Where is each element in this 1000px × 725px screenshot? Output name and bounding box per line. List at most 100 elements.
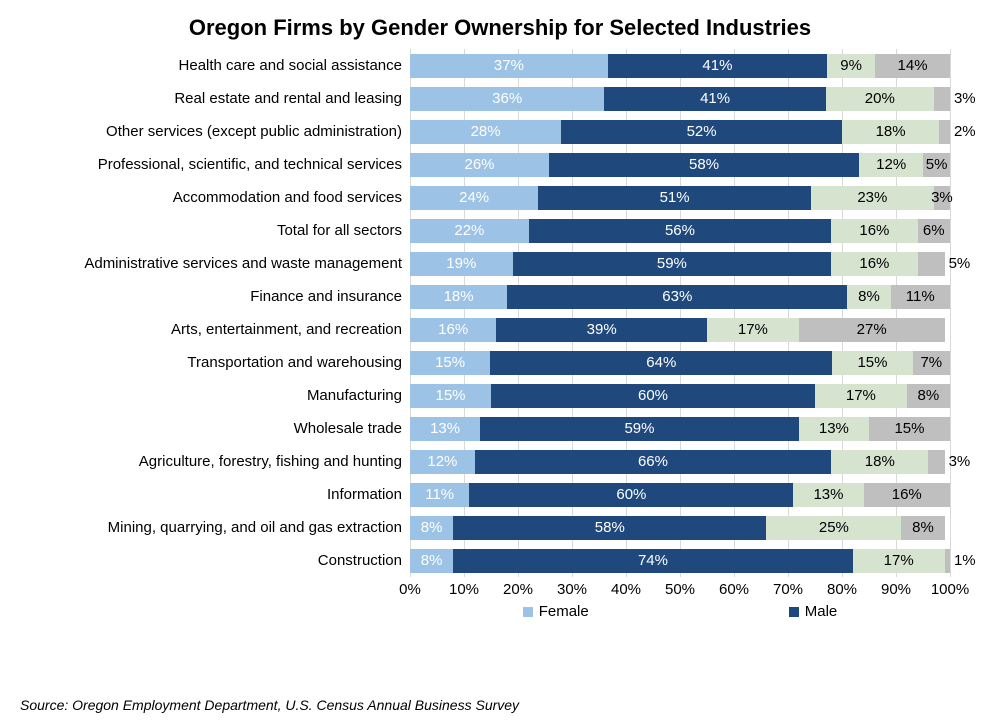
bar-segment-female: 8% [410, 516, 453, 540]
table-row: Administrative services and waste manage… [20, 247, 980, 280]
table-row: Mining, quarrying, and oil and gas extra… [20, 511, 980, 544]
bar-track: 22%56%16%6% [410, 219, 950, 243]
row-label: Wholesale trade [20, 420, 410, 437]
bar-segment-female: 18% [410, 285, 507, 309]
x-axis: 0%10%20%30%40%50%60%70%80%90%100% [410, 577, 950, 601]
bar-segment-female: 28% [410, 120, 561, 144]
row-label: Total for all sectors [20, 222, 410, 239]
row-label: Finance and insurance [20, 288, 410, 305]
bar-segment-male: 58% [453, 516, 766, 540]
bar-segment-other1: 17% [707, 318, 799, 342]
table-row: Manufacturing15%60%17%8% [20, 379, 980, 412]
bar-track: 15%64%15%7% [410, 351, 950, 375]
bar-segment-female: 13% [410, 417, 480, 441]
bar-track: 15%60%17%8% [410, 384, 950, 408]
bar-track: 36%41%20%3% [410, 87, 950, 111]
bar-segment-male: 41% [604, 87, 825, 111]
table-row: Accommodation and food services24%51%23%… [20, 181, 980, 214]
table-row: Finance and insurance18%63%8%11% [20, 280, 980, 313]
row-label: Administrative services and waste manage… [20, 255, 410, 272]
bar-segment-other2: 6% [918, 219, 950, 243]
axis-tick: 50% [665, 581, 695, 598]
bar-segment-other1: 15% [832, 351, 912, 375]
bar-segment-female: 37% [410, 54, 608, 78]
bar-segment-male: 41% [608, 54, 827, 78]
bar-segment-male: 60% [469, 483, 793, 507]
axis-tick: 60% [719, 581, 749, 598]
legend-label: Male [805, 603, 838, 620]
bar-track: 11%60%13%16% [410, 483, 950, 507]
table-row: Information11%60%13%16% [20, 478, 980, 511]
row-label: Arts, entertainment, and recreation [20, 321, 410, 338]
table-row: Arts, entertainment, and recreation16%39… [20, 313, 980, 346]
bar-track: 13%59%13%15% [410, 417, 950, 441]
bar-track: 19%59%16%5% [410, 252, 950, 276]
bar-segment-female: 12% [410, 450, 475, 474]
bar-track: 18%63%8%11% [410, 285, 950, 309]
bar-segment-other2: 1% [945, 549, 950, 573]
axis-tick: 20% [503, 581, 533, 598]
row-label: Information [20, 486, 410, 503]
axis-tick: 40% [611, 581, 641, 598]
bar-track: 16%39%17%27% [410, 318, 950, 342]
row-label: Other services (except public administra… [20, 123, 410, 140]
table-row: Health care and social assistance37%41%9… [20, 49, 980, 82]
bar-segment-other1: 23% [811, 186, 934, 210]
bar-segment-male: 39% [496, 318, 707, 342]
bar-segment-other2: 5% [923, 153, 950, 177]
bar-segment-female: 8% [410, 549, 453, 573]
bar-segment-female: 22% [410, 219, 529, 243]
legend-swatch [789, 607, 799, 617]
row-label: Transportation and warehousing [20, 354, 410, 371]
bar-segment-other2: 11% [891, 285, 950, 309]
bar-segment-other1: 18% [831, 450, 928, 474]
bar-segment-female: 24% [410, 186, 538, 210]
bar-segment-other2: 8% [901, 516, 944, 540]
bar-segment-male: 52% [561, 120, 842, 144]
legend: Female Male [410, 603, 950, 620]
bar-segment-female: 36% [410, 87, 604, 111]
row-label: Mining, quarrying, and oil and gas extra… [20, 519, 410, 536]
bar-segment-male: 66% [475, 450, 831, 474]
bar-segment-male: 56% [529, 219, 831, 243]
chart-area: Health care and social assistance37%41%9… [20, 49, 980, 620]
bar-segment-female: 16% [410, 318, 496, 342]
bar-segment-male: 63% [507, 285, 847, 309]
bar-segment-other2: 16% [864, 483, 950, 507]
bar-segment-female: 26% [410, 153, 549, 177]
bar-segment-other1: 20% [826, 87, 934, 111]
bar-segment-other1: 9% [827, 54, 875, 78]
row-label: Construction [20, 552, 410, 569]
bar-segment-male: 59% [513, 252, 832, 276]
axis-tick: 70% [773, 581, 803, 598]
bar-segment-other1: 17% [853, 549, 945, 573]
row-label: Manufacturing [20, 387, 410, 404]
bar-segment-female: 15% [410, 351, 490, 375]
bar-segment-other1: 25% [766, 516, 901, 540]
legend-swatch [523, 607, 533, 617]
table-row: Construction8%74%17%1% [20, 544, 980, 577]
row-label: Real estate and rental and leasing [20, 90, 410, 107]
bar-segment-other2: 3% [928, 450, 944, 474]
axis-tick: 30% [557, 581, 587, 598]
legend-item-male: Male [789, 603, 838, 620]
bar-segment-other2: 7% [913, 351, 950, 375]
axis-tick: 80% [827, 581, 857, 598]
row-label: Agriculture, forestry, fishing and hunti… [20, 453, 410, 470]
bar-track: 12%66%18%3% [410, 450, 950, 474]
bar-segment-other1: 16% [831, 252, 917, 276]
row-label: Health care and social assistance [20, 57, 410, 74]
bar-segment-male: 64% [490, 351, 832, 375]
table-row: Real estate and rental and leasing36%41%… [20, 82, 980, 115]
bar-segment-other2: 3% [934, 87, 950, 111]
legend-item-female: Female [523, 603, 589, 620]
bar-segment-male: 74% [453, 549, 853, 573]
table-row: Other services (except public administra… [20, 115, 980, 148]
bar-segment-other1: 13% [799, 417, 869, 441]
bar-segment-other1: 13% [793, 483, 863, 507]
table-row: Transportation and warehousing15%64%15%7… [20, 346, 980, 379]
axis-tick: 10% [449, 581, 479, 598]
bar-segment-other1: 16% [831, 219, 917, 243]
bar-segment-male: 58% [549, 153, 859, 177]
row-label: Professional, scientific, and technical … [20, 156, 410, 173]
